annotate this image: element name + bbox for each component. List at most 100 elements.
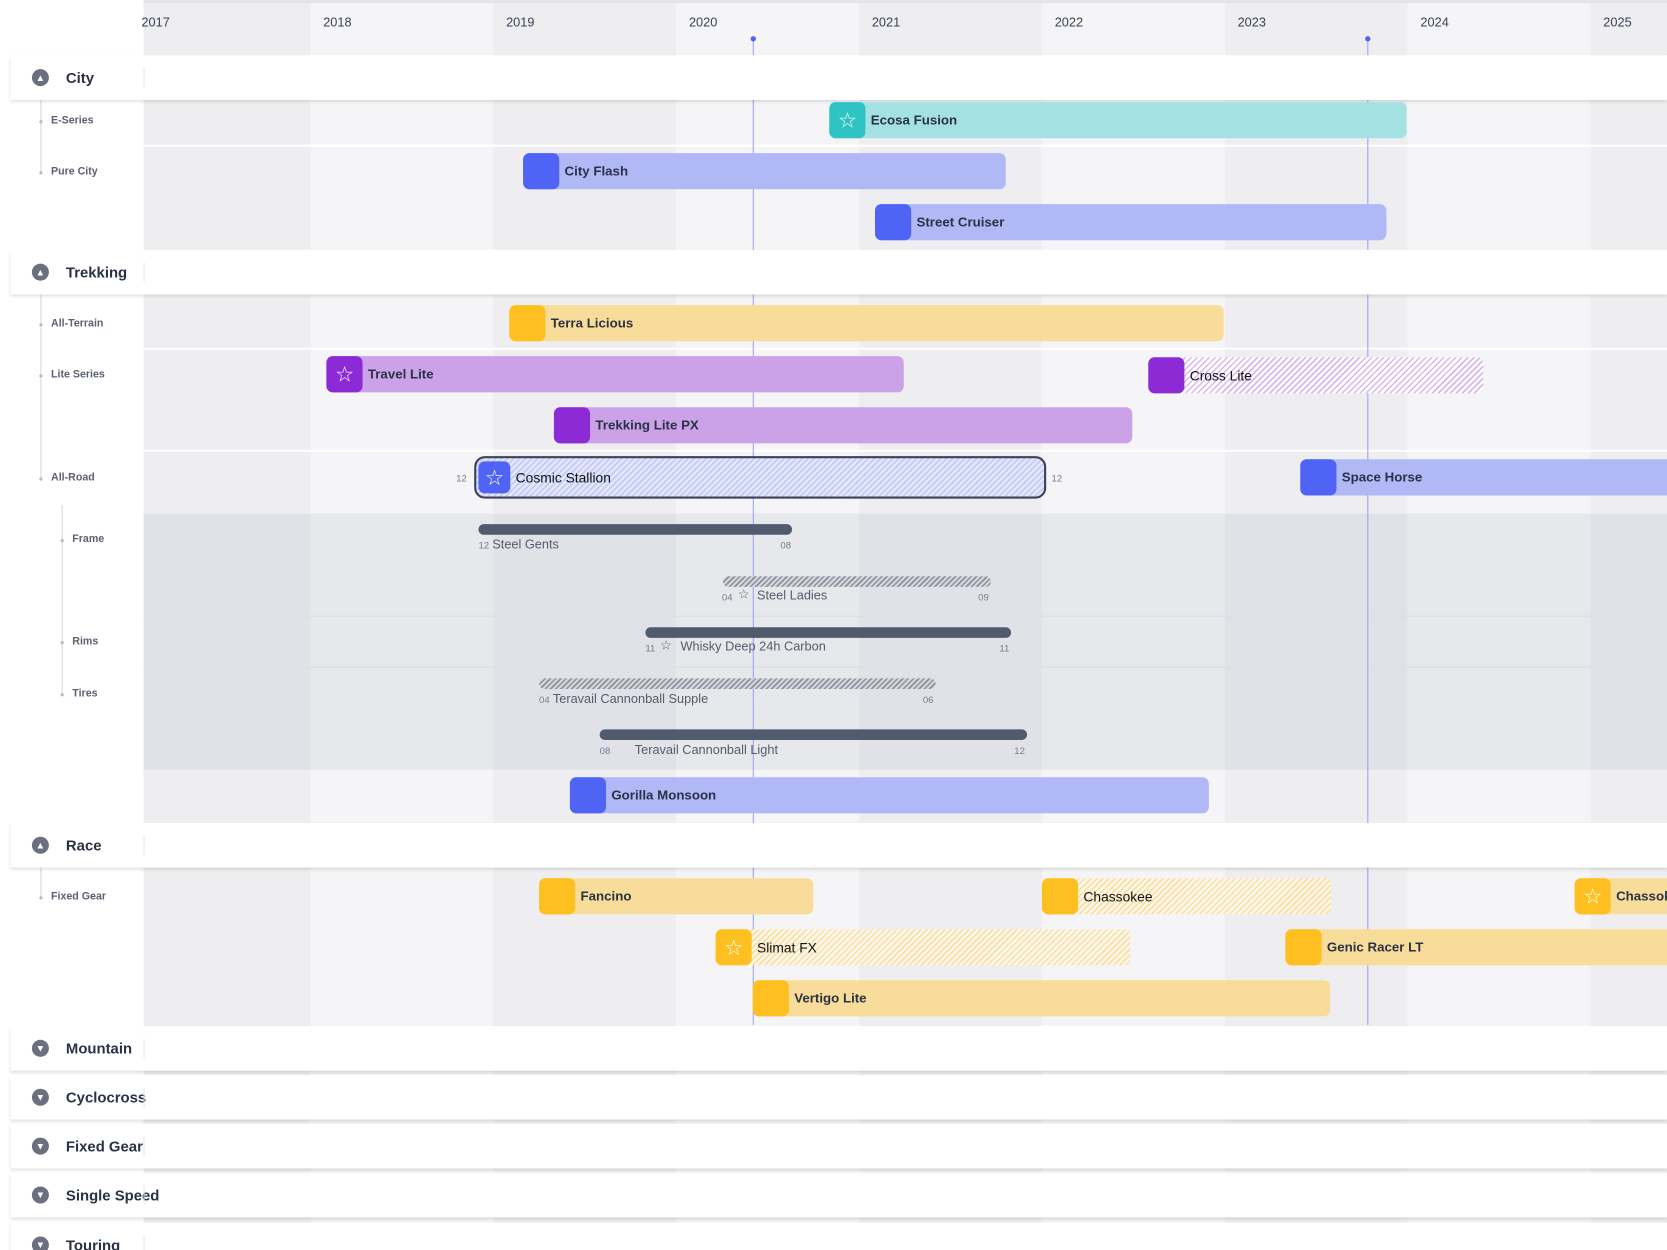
bar-label: Genic Racer LT [1326,939,1424,955]
bar-label: Vertigo Lite [794,990,867,1006]
milestone-marker-dot [1365,36,1371,42]
part-bar[interactable] [539,678,936,689]
bar-cross-lite[interactable]: Cross Lite [1148,357,1484,394]
color-swatch [509,305,546,342]
end-month: 09 [978,592,989,603]
group-label: Fixed Gear [65,1137,143,1155]
bar-terra-licious[interactable]: Terra Licious [509,305,1224,342]
year-label: 2018 [323,14,352,30]
part-bar[interactable] [645,627,1012,638]
group-label: City [65,69,95,87]
part-bar[interactable] [722,576,991,587]
chevron-down-icon[interactable]: ▼ [31,1137,49,1155]
bar-genic-racer-lt[interactable]: Genic Racer LT [1285,929,1667,966]
bar-slimat-fx[interactable]: ☆ Slimat FX [715,929,1131,966]
bar-chassok[interactable]: ☆ Chassok [1574,878,1667,915]
star-icon: ☆ [478,461,511,494]
chevron-down-icon[interactable]: ▼ [31,1088,49,1106]
start-month: 04 [539,694,550,705]
part-label: Teravail Cannonball Light [634,742,779,757]
start-month: 04 [721,592,733,603]
end-month: 06 [922,694,934,705]
bar-cosmic-stallion-selected[interactable]: ☆ Cosmic Stallion [474,456,1047,499]
group-label: Cyclocross [65,1088,147,1106]
milestone-marker-line [1367,38,1369,1025]
tree-line [40,99,42,175]
color-swatch [569,777,607,814]
group-trekking[interactable]: ▲ Trekking [10,249,1667,295]
group-mountain[interactable]: ▼ Mountain [10,1025,1667,1071]
bar-vertigo-lite[interactable]: Vertigo Lite [752,980,1331,1017]
tree-line [40,866,42,899]
year-label: 2024 [1420,14,1449,30]
bar-fancino[interactable]: Fancino [539,878,814,915]
year-label: 2021 [871,14,901,30]
bar-label: Cosmic Stallion [515,469,611,486]
end-month: 12 [1014,745,1025,756]
bar-label: Chassokee [1083,888,1153,905]
group-cyclocross[interactable]: ▼ Cyclocross [10,1074,1667,1120]
chevron-down-icon[interactable]: ▼ [31,1186,49,1204]
end-month: 11 [999,643,1010,654]
bar-chassokee[interactable]: Chassokee [1041,878,1332,915]
bar-label: Slimat FX [756,939,817,956]
bar-label: Cross Lite [1189,367,1252,384]
subrow-label: Frame [60,533,105,546]
color-swatch [1285,929,1322,966]
star-icon: ☆ [829,102,866,139]
group-race[interactable]: ▲ Race [10,822,1667,868]
divider [143,615,1667,617]
star-icon: ☆ [660,637,672,653]
row-divider [143,144,1667,147]
bar-city-flash[interactable]: City Flash [523,153,1006,190]
color-swatch [752,980,789,1017]
bar-trekking-lite-px[interactable]: Trekking Lite PX [553,407,1133,444]
bar-travel-lite[interactable]: ☆ Travel Lite [326,356,904,393]
color-swatch [553,407,591,444]
subrow-label: Rims [60,635,99,648]
row-divider [143,449,1667,452]
star-icon: ☆ [326,356,363,393]
end-month: 12 [1051,473,1063,484]
row-label: E-Series [39,114,94,127]
row-label: All-Road [39,472,95,484]
bar-street-cruiser[interactable]: Street Cruiser [875,204,1387,241]
group-label: Single Speed [65,1186,160,1204]
row-label: Fixed Gear [39,890,107,903]
year-label: 2022 [1054,14,1084,30]
color-swatch [1300,459,1337,496]
bar-label: City Flash [564,163,629,179]
bar-label: Ecosa Fusion [870,112,958,128]
chevron-up-icon[interactable]: ▲ [31,836,49,854]
divider [143,666,1667,668]
group-single-speed[interactable]: ▼ Single Speed [10,1172,1667,1218]
part-label: Steel Ladies [756,587,828,603]
year-label: 2020 [688,14,718,30]
today-marker-dot [750,36,756,42]
chevron-up-icon[interactable]: ▲ [31,69,49,87]
start-month: 08 [599,745,611,756]
bar-ecosa-fusion[interactable]: ☆ Ecosa Fusion [829,102,1407,139]
start-month: 12 [478,540,490,551]
bar-label: Gorilla Monsoon [611,787,717,803]
chevron-down-icon[interactable]: ▼ [31,1039,49,1057]
bar-space-horse[interactable]: Space Horse [1300,459,1667,496]
star-icon: ☆ [1574,878,1611,915]
part-bar[interactable] [478,524,793,535]
part-label: Teravail Cannonball Supple [552,691,709,706]
chevron-up-icon[interactable]: ▲ [31,263,49,281]
part-bar[interactable] [599,729,1028,740]
subrow-label: Tires [60,687,98,700]
part-label: Steel Gents [492,536,559,552]
row-label: Pure City [39,165,98,178]
group-touring[interactable]: ▼ Touring [10,1222,1667,1250]
bar-label: Fancino [580,888,632,904]
color-swatch [1148,357,1185,394]
group-fixed-gear[interactable]: ▼ Fixed Gear [10,1123,1667,1169]
group-city[interactable]: ▲ City [10,55,1667,100]
bar-label: Street Cruiser [916,214,1005,230]
chevron-down-icon[interactable]: ▼ [31,1236,49,1250]
top-border [0,0,1667,4]
bar-gorilla-monsoon[interactable]: Gorilla Monsoon [569,777,1209,814]
row-label: All-Terrain [39,317,104,330]
